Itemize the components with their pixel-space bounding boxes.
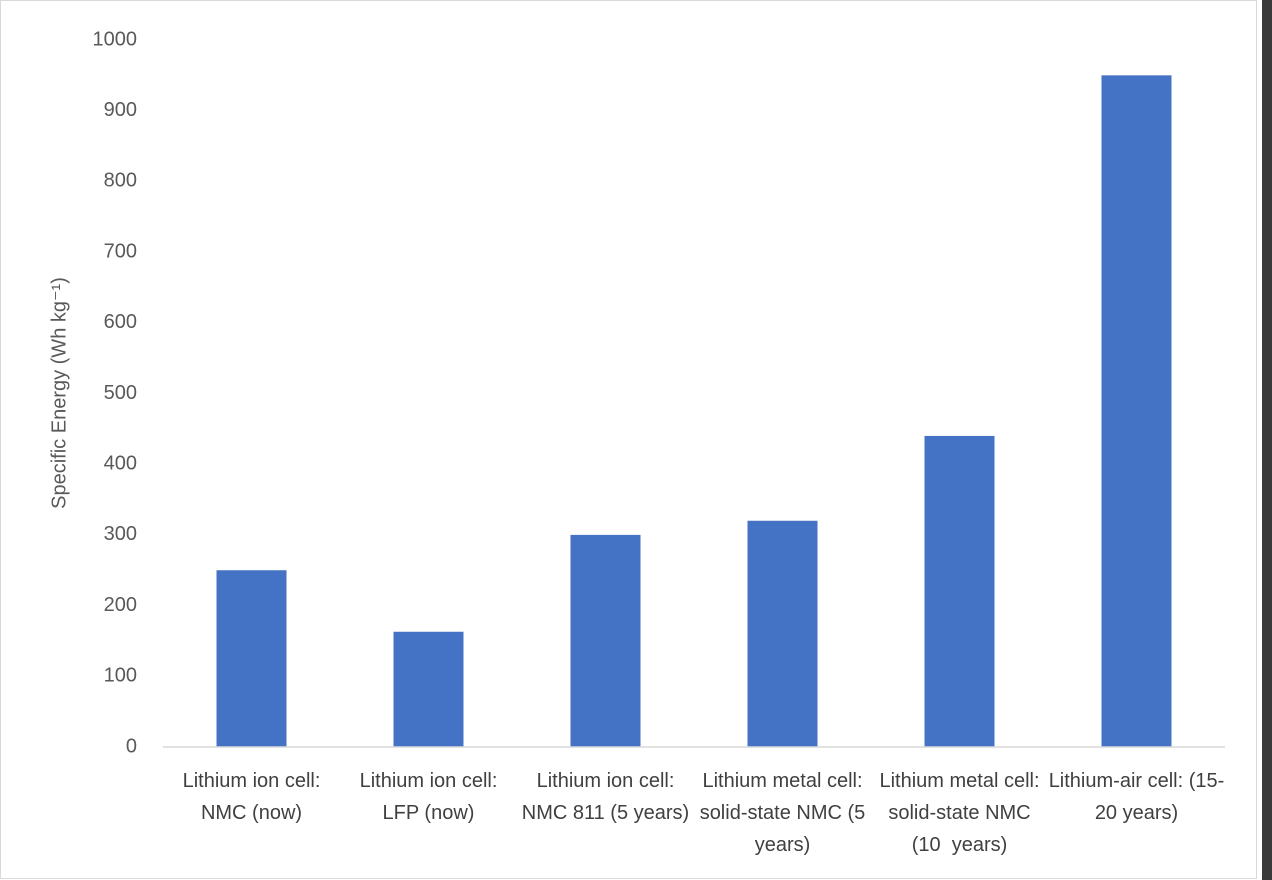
y-axis-label: Specific Energy (Wh kg⁻¹) [48,277,70,509]
y-tick-label: 700 [104,240,137,262]
y-tick-label: 200 [104,594,137,616]
bar [924,435,995,747]
bar [393,631,464,747]
window-edge [1262,0,1272,880]
y-tick-label: 900 [104,99,137,121]
x-tick-label: Lithium ion cell: NMC 811 (5 years) [521,770,690,824]
y-tick-label: 600 [104,311,137,333]
x-tick-label: Lithium metal cell: solid-state NMC (5 y… [699,770,866,856]
bar [1101,75,1172,748]
x-tick-label: Lithium-air cell: (15-20 years) [1048,770,1225,824]
bar [216,570,287,747]
x-tick-label: Lithium ion cell: NMC (now) [182,770,326,824]
bar [570,534,641,747]
y-tick-label: 100 [104,665,137,687]
x-tick-label: Lithium ion cell: LFP (now) [359,770,503,824]
y-tick-label: 300 [104,523,137,545]
bar [747,520,818,747]
y-tick-label: 800 [104,170,137,192]
y-tick-label: 1000 [93,28,138,50]
y-tick-label: 500 [104,382,137,404]
y-tick-label: 400 [104,452,137,474]
y-tick-label: 0 [126,735,137,757]
x-tick-label: Lithium metal cell: solid-state NMC (10 … [879,770,1046,856]
